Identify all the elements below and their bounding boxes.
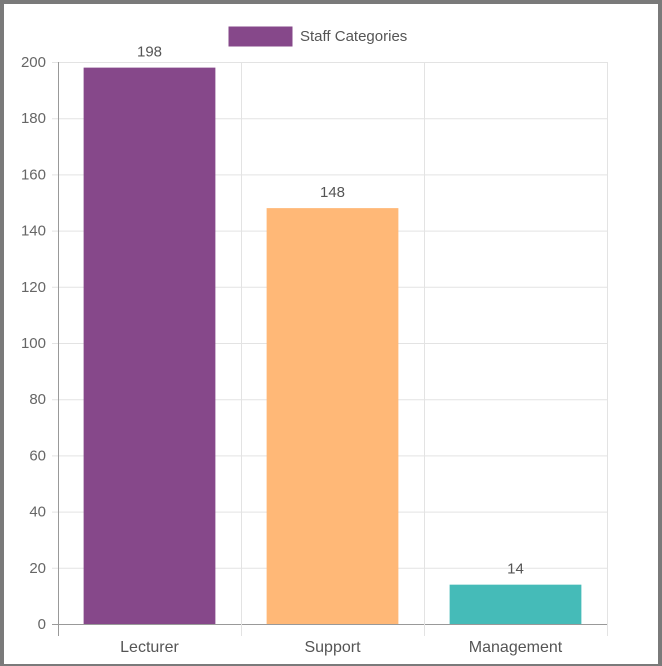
y-tick-label: 40 (29, 504, 46, 521)
x-tick-label: Management (469, 639, 563, 656)
y-tick-label: 140 (21, 223, 46, 240)
data-label: 14 (507, 561, 524, 578)
chart-labels: 0 20 40 60 80 100 120 140 160 180 200 198 Lecturer 14… (21, 44, 563, 656)
legend-label[interactable]: Staff Categories (300, 28, 407, 45)
data-label: 198 (137, 44, 162, 61)
y-tick-label: 0 (38, 616, 46, 633)
y-tick-label: 80 (29, 391, 46, 408)
y-tick-label: 60 (29, 447, 46, 464)
y-tick-label: 100 (21, 335, 46, 352)
y-tick-label: 180 (21, 110, 46, 127)
y-tick-label: 20 (29, 560, 46, 577)
bar[interactable] (266, 208, 399, 624)
chart-legend[interactable]: Staff Categories (228, 26, 407, 47)
chart-bars (83, 67, 582, 625)
legend-swatch[interactable] (228, 26, 293, 47)
x-tick-label: Support (304, 639, 361, 656)
y-tick-label: 120 (21, 279, 46, 296)
bar[interactable] (83, 67, 216, 625)
x-tick-label: Lecturer (120, 639, 179, 656)
data-label: 148 (320, 184, 345, 201)
y-tick-label: 200 (21, 54, 46, 71)
y-tick-label: 160 (21, 166, 46, 183)
bar[interactable] (449, 584, 582, 624)
